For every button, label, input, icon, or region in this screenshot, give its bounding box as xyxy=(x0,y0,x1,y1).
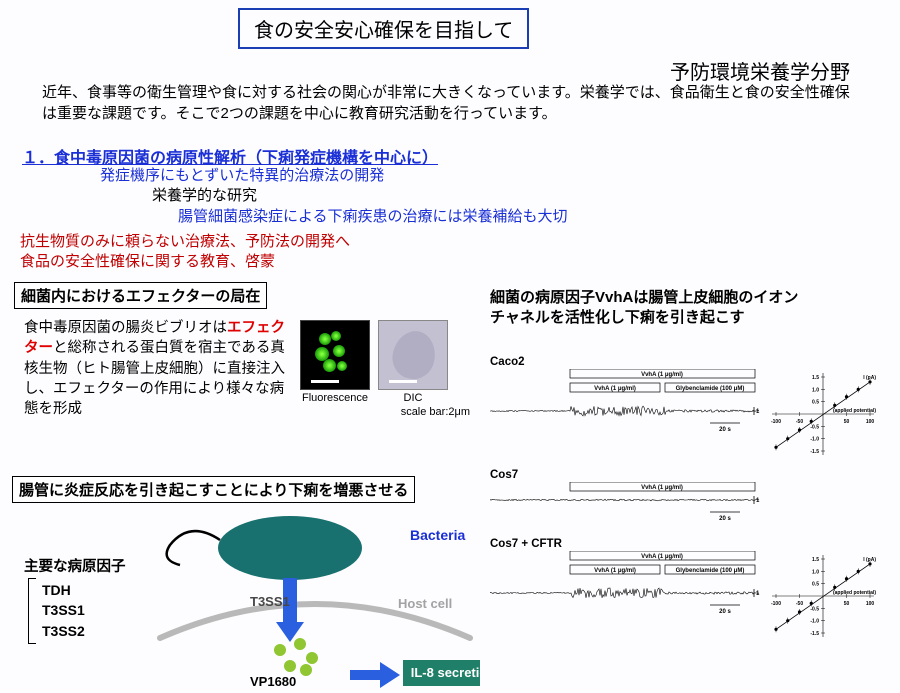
svg-text:I (pA): I (pA) xyxy=(863,375,876,381)
scalebar-text: scale bar:2μm xyxy=(300,406,470,418)
svg-text:100: 100 xyxy=(866,601,875,607)
section1-heading: １．食中毒原因菌の病原性解析（下痢発症機構を中心に） xyxy=(22,144,438,168)
vp1680-label: VP1680 xyxy=(250,674,296,689)
svg-text:-50: -50 xyxy=(796,419,803,425)
microscopy-panel: Fluorescence DIC scale bar:2μm xyxy=(300,320,470,418)
pathogen-item: T3SS1 xyxy=(42,600,85,620)
svg-text:-100: -100 xyxy=(771,419,781,425)
svg-text:-100: -100 xyxy=(771,601,781,607)
svg-text:1 pA: 1 pA xyxy=(756,591,760,597)
svg-text:-50: -50 xyxy=(796,601,803,607)
svg-text:1.0: 1.0 xyxy=(812,387,819,393)
fluo-label: Fluorescence xyxy=(300,392,370,404)
svg-text:-1.0: -1.0 xyxy=(810,437,819,443)
t3ss1-label: T3SS1 xyxy=(250,594,290,609)
trace-row-label: Cos7 xyxy=(490,469,890,481)
scalebar-dic xyxy=(389,380,417,383)
svg-text:1.0: 1.0 xyxy=(812,569,819,575)
svg-text:20 s: 20 s xyxy=(719,609,731,615)
svg-text:-0.5: -0.5 xyxy=(810,424,819,430)
pathogen-item: T3SS2 xyxy=(42,621,85,641)
right-head2: チャネルを活性化し下痢を引き起こす xyxy=(490,308,890,328)
svg-text:-1.0: -1.0 xyxy=(810,619,819,625)
bacteria-diagram: IL-8 secretion Bacteria T3SS1 Host cell … xyxy=(150,510,480,690)
bracket-icon xyxy=(28,578,36,644)
flagellum xyxy=(167,531,220,565)
svg-text:VvhA (1 μg/ml): VvhA (1 μg/ml) xyxy=(594,568,636,574)
pathogen-title: 主要な病原因子 xyxy=(24,555,126,576)
dic-image xyxy=(378,320,448,390)
page-title-box: 食の安全安心確保を目指して xyxy=(238,8,529,49)
intro-paragraph: 近年、食事等の衛生管理や食に対する社会の関心が非常に大きくなっています。栄養学で… xyxy=(42,82,862,124)
pathogen-item: TDH xyxy=(42,580,85,600)
page-title: 食の安全安心確保を目指して xyxy=(254,20,513,42)
svg-text:I (pA): I (pA) xyxy=(863,557,876,563)
fluorescence-image xyxy=(300,320,370,390)
svg-text:VvhA (1 μg/ml): VvhA (1 μg/ml) xyxy=(641,485,683,491)
svg-text:0.5: 0.5 xyxy=(812,582,819,588)
svg-text:-1.5: -1.5 xyxy=(810,449,819,455)
svg-text:Glybenclamide (100 μM): Glybenclamide (100 μM) xyxy=(676,568,745,574)
left-para-pre: 食中毒原因菌の腸炎ビブリオは xyxy=(24,320,227,336)
svg-text:1.5: 1.5 xyxy=(812,557,819,563)
left-paragraph: 食中毒原因菌の腸炎ビブリオはエフェクターと総称される蛋白質を宿主である真核生物（… xyxy=(24,318,294,419)
left-box1-heading: 細菌内におけるエフェクターの局在 xyxy=(14,282,267,309)
pathogen-list: TDHT3SS1T3SS2 xyxy=(42,580,85,641)
red-line2: 食品の安全性確保に関する教育、啓蒙 xyxy=(20,250,275,271)
svg-text:(applied potential): (applied potential) xyxy=(833,408,876,414)
right-head1: 細菌の病原因子VvhAは腸管上皮細胞のイオン xyxy=(490,288,890,308)
scalebar-fluo xyxy=(311,380,339,383)
red-line1: 抗生物質のみに頼らない治療法、予防法の開発へ xyxy=(20,230,350,251)
left-box1: 細菌内におけるエフェクターの局在 xyxy=(14,282,267,309)
trace-row: Cos7 + CFTR VvhA (1 μg/ml) VvhA (1 μg/ml) G… xyxy=(490,538,890,641)
trace-area: Caco2 VvhA (1 μg/ml) VvhA (1 μg/ml) Glybenc… xyxy=(490,356,890,651)
il8-label: IL-8 secretion xyxy=(411,665,480,680)
svg-text:VvhA (1 μg/ml): VvhA (1 μg/ml) xyxy=(641,554,683,560)
bacteria-label: Bacteria xyxy=(410,527,465,543)
line1: 発症機序にもとずいた特異的治療法の開発 xyxy=(100,166,568,186)
hostcell-label: Host cell xyxy=(398,596,452,611)
svg-text:50: 50 xyxy=(844,419,850,425)
svg-text:(applied potential): (applied potential) xyxy=(833,590,876,596)
field-name: 予防環境栄養学分野 xyxy=(670,56,850,85)
svg-text:0.5: 0.5 xyxy=(812,400,819,406)
svg-text:50: 50 xyxy=(844,601,850,607)
left-box2-heading: 腸管に炎症反応を引き起こすことにより下痢を増悪させる xyxy=(12,476,415,503)
svg-text:100: 100 xyxy=(866,419,875,425)
svg-text:20 s: 20 s xyxy=(719,427,731,433)
svg-text:1 pA: 1 pA xyxy=(756,498,760,504)
svg-text:VvhA (1 μg/ml): VvhA (1 μg/ml) xyxy=(594,386,636,392)
line3: 腸管細菌感染症による下痢疾患の治療には栄養補給も大切 xyxy=(178,207,568,227)
trace-row: Cos7 VvhA (1 μg/ml) 1 pA 20 s xyxy=(490,469,890,528)
svg-text:VvhA (1 μg/ml): VvhA (1 μg/ml) xyxy=(641,372,683,378)
svg-text:Glybenclamide (100 μM): Glybenclamide (100 μM) xyxy=(676,386,745,392)
line2: 栄養学的な研究 xyxy=(152,186,568,206)
section1-lines: 発症機序にもとずいた特異的治療法の開発 栄養学的な研究 腸管細菌感染症による下痢… xyxy=(100,166,568,227)
left-para-post: と総称される蛋白質を宿主である真核生物（ヒト腸管上皮細胞）に直接注入し、エフェク… xyxy=(24,340,285,417)
dic-label: DIC xyxy=(378,392,448,404)
svg-text:1 pA: 1 pA xyxy=(756,409,760,415)
svg-text:-0.5: -0.5 xyxy=(810,606,819,612)
trace-row-label: Cos7 + CFTR xyxy=(490,538,890,550)
right-heading: 細菌の病原因子VvhAは腸管上皮細胞のイオン チャネルを活性化し下痢を引き起こす xyxy=(490,288,890,329)
trace-row-label: Caco2 xyxy=(490,356,890,368)
il8-arrow xyxy=(350,662,400,688)
svg-text:-1.5: -1.5 xyxy=(810,631,819,637)
svg-text:1.5: 1.5 xyxy=(812,375,819,381)
bacteria-body xyxy=(218,516,362,580)
svg-text:20 s: 20 s xyxy=(719,516,731,522)
left-box2: 腸管に炎症反応を引き起こすことにより下痢を増悪させる xyxy=(12,476,415,503)
trace-row: Caco2 VvhA (1 μg/ml) VvhA (1 μg/ml) Glybenc… xyxy=(490,356,890,459)
